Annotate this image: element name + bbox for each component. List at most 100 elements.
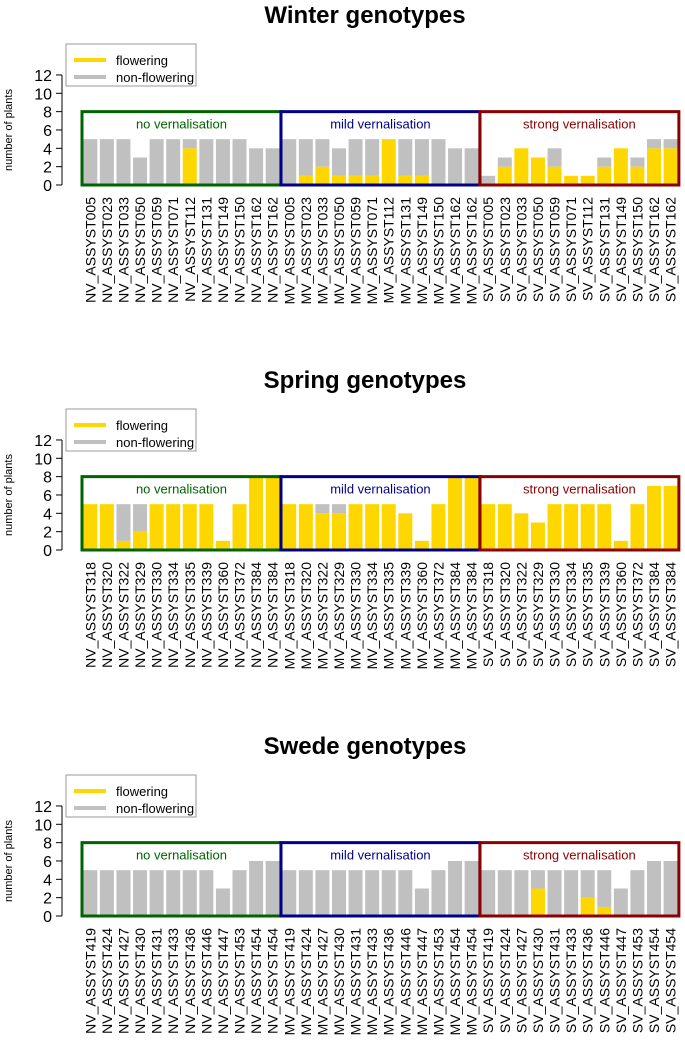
legend-label: non-flowering xyxy=(116,435,194,450)
x-tick-label: SV_ASSYST150 xyxy=(629,197,645,302)
x-tick-label: NV_ASSYST318 xyxy=(82,562,98,668)
x-tick-label: MV_ASSYST005 xyxy=(281,197,297,305)
group-label: strong vernalisation xyxy=(523,848,636,863)
x-tick-label: NV_ASSYST372 xyxy=(232,562,248,668)
x-tick-label: SV_ASSYST320 xyxy=(497,562,513,667)
x-tick-label: MV_ASSYST454 xyxy=(464,928,480,1036)
bar-flowering xyxy=(133,531,148,550)
bar-non-flowering xyxy=(348,139,363,176)
bar-non-flowering xyxy=(414,888,429,916)
bar-non-flowering xyxy=(448,860,463,916)
bar-non-flowering xyxy=(249,148,264,185)
x-tick-label: NV_ASSYST071 xyxy=(165,197,181,303)
group-box-strong-vernalisation xyxy=(478,110,681,187)
chart-title: Winter genotypes xyxy=(264,2,465,29)
bar-flowering xyxy=(348,504,363,550)
y-axis-label: number of plants xyxy=(3,454,15,536)
x-tick-label: NV_ASSYST005 xyxy=(82,197,98,303)
bar-flowering xyxy=(597,166,612,185)
bar-non-flowering xyxy=(398,139,413,176)
bar-non-flowering xyxy=(116,870,131,916)
bar-non-flowering xyxy=(282,870,297,916)
x-tick-label: MV_ASSYST320 xyxy=(298,562,314,670)
x-tick-label: SV_ASSYST454 xyxy=(663,928,679,1033)
bar-non-flowering xyxy=(514,870,529,916)
bar-non-flowering xyxy=(547,870,562,916)
x-tick-label: MV_ASSYST162 xyxy=(464,197,480,305)
x-tick-label: MV_ASSYST335 xyxy=(381,562,397,670)
x-tick-label: MV_ASSYST329 xyxy=(331,562,347,670)
bar-non-flowering xyxy=(331,148,346,176)
bar-flowering xyxy=(166,504,181,550)
x-tick-label: NV_ASSYST384 xyxy=(265,562,281,668)
bar-flowering xyxy=(365,504,380,550)
x-tick-label: MV_ASSYST446 xyxy=(397,928,413,1036)
y-tick-label: 6 xyxy=(43,488,52,505)
bar-non-flowering xyxy=(215,139,230,185)
bar-flowering xyxy=(580,175,595,185)
bar-flowering xyxy=(663,485,678,550)
x-tick-label: MV_ASSYST318 xyxy=(281,562,297,670)
x-tick-label: NV_ASSYST454 xyxy=(248,928,264,1034)
bar-non-flowering xyxy=(597,870,612,907)
y-tick-label: 8 xyxy=(43,105,52,122)
x-tick-label: SV_ASSYST335 xyxy=(580,562,596,667)
bar-non-flowering xyxy=(149,870,164,916)
x-tick-label: SV_ASSYST454 xyxy=(646,928,662,1033)
x-tick-label: SV_ASSYST033 xyxy=(513,197,529,302)
bar-non-flowering xyxy=(331,504,346,514)
bar-non-flowering xyxy=(431,870,446,916)
chart-title: Swede genotypes xyxy=(264,733,467,760)
x-tick-label: MV_ASSYST162 xyxy=(447,197,463,305)
x-tick-label: SV_ASSYST059 xyxy=(547,197,563,302)
bar-flowering xyxy=(630,504,645,550)
x-tick-label: SV_ASSYST384 xyxy=(646,562,662,667)
bar-non-flowering xyxy=(414,139,429,176)
y-tick-label: 4 xyxy=(43,872,52,889)
x-tick-label: NV_ASSYST322 xyxy=(115,562,131,668)
x-tick-label: SV_ASSYST131 xyxy=(596,197,612,302)
y-tick-label: 2 xyxy=(43,525,52,542)
bar-non-flowering xyxy=(580,870,595,898)
x-tick-label: MV_ASSYST150 xyxy=(430,197,446,305)
bar-flowering xyxy=(215,540,230,550)
bar-flowering xyxy=(647,485,662,550)
x-tick-label: NV_ASSYST453 xyxy=(232,928,248,1034)
bar-flowering xyxy=(580,897,595,916)
y-tick-label: 4 xyxy=(43,141,52,158)
x-tick-label: MV_ASSYST050 xyxy=(331,197,347,305)
legend-label: flowering xyxy=(116,53,168,68)
x-tick-label: NV_ASSYST335 xyxy=(182,562,198,668)
bar-non-flowering xyxy=(215,888,230,916)
group-label: mild vernalisation xyxy=(330,848,430,863)
bar-non-flowering xyxy=(315,139,330,167)
bar-flowering xyxy=(547,504,562,550)
bar-flowering xyxy=(298,175,313,185)
bar-flowering xyxy=(431,504,446,550)
bar-flowering xyxy=(315,166,330,185)
bar-flowering xyxy=(647,148,662,185)
bar-non-flowering xyxy=(630,157,645,167)
bar-non-flowering xyxy=(448,148,463,185)
x-tick-label: SV_ASSYST162 xyxy=(663,197,679,302)
bar-non-flowering xyxy=(365,139,380,176)
bar-non-flowering xyxy=(99,870,114,916)
bar-non-flowering xyxy=(481,870,496,916)
x-tick-label: SV_ASSYST318 xyxy=(480,562,496,667)
bar-flowering xyxy=(282,504,297,550)
bar-non-flowering xyxy=(564,870,579,916)
bar-flowering xyxy=(613,540,628,550)
x-tick-label: SV_ASSYST424 xyxy=(497,928,513,1033)
bar-non-flowering xyxy=(497,870,512,916)
y-tick-label: 0 xyxy=(43,909,52,926)
x-tick-label: SV_ASSYST433 xyxy=(563,928,579,1033)
x-tick-label: SV_ASSYST112 xyxy=(580,197,596,301)
bar-flowering xyxy=(116,540,131,550)
legend: flowering non-flowering xyxy=(65,43,197,87)
legend-label: flowering xyxy=(116,418,168,433)
bar-non-flowering xyxy=(630,870,645,916)
bar-non-flowering xyxy=(398,870,413,916)
bar-non-flowering xyxy=(133,157,148,185)
x-tick-label: NV_ASSYST320 xyxy=(99,562,115,668)
